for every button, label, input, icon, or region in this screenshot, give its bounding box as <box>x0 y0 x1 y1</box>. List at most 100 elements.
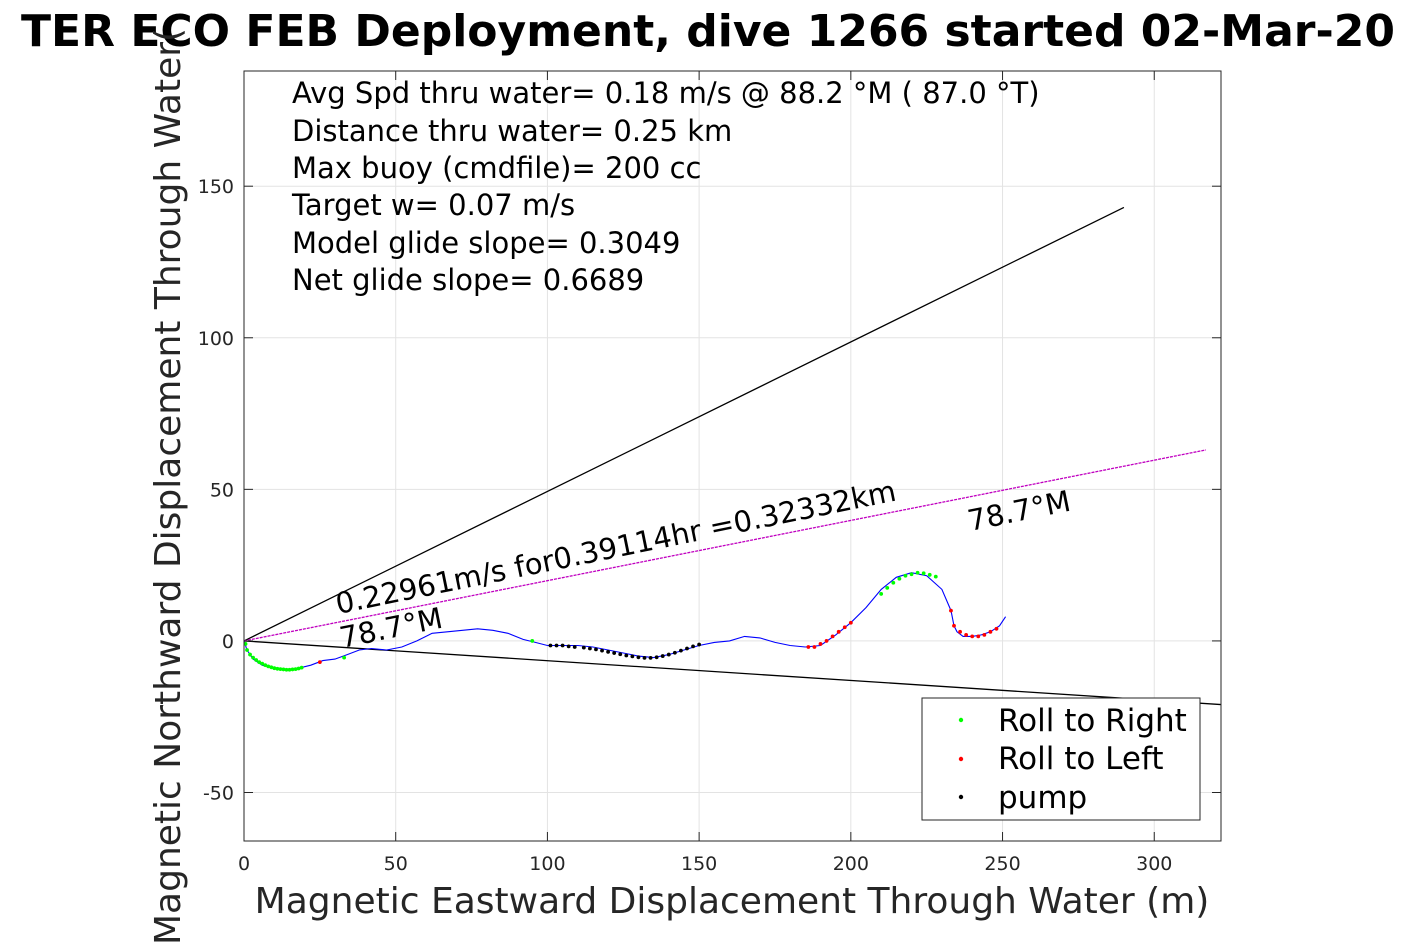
axis-ticks: 0 50 100 150 200 250 300 -50 0 50 100 150 <box>198 71 1221 875</box>
point-roll-to-left <box>848 620 853 625</box>
legend-label-roll-left: Roll to Left <box>998 741 1164 777</box>
point-roll-to-right <box>248 652 252 657</box>
point-roll-to-right <box>903 573 908 578</box>
point-roll-to-left <box>842 625 847 630</box>
point-roll-to-right <box>251 655 256 660</box>
reference-line-current <box>244 449 1206 642</box>
point-roll-to-right <box>530 639 535 643</box>
info-line-1: Avg Spd thru water= 0.18 m/s @ 88.2 °M (… <box>292 76 1040 110</box>
marker-layer <box>244 570 999 672</box>
x-tick-label: 250 <box>984 853 1020 875</box>
point-roll-to-right <box>281 667 286 672</box>
point-pump <box>648 655 653 660</box>
point-pump <box>594 647 598 652</box>
point-roll-to-right <box>257 660 262 665</box>
point-roll-to-right <box>275 666 280 671</box>
point-roll-to-left <box>988 629 993 634</box>
legend-box <box>921 697 1201 821</box>
point-roll-to-right <box>278 667 283 672</box>
y-tick-label: 150 <box>198 176 234 198</box>
point-roll-to-left <box>949 608 953 613</box>
point-pump <box>587 646 592 651</box>
point-roll-to-left <box>970 634 975 639</box>
point-pump <box>572 645 577 649</box>
point-pump <box>560 643 565 648</box>
point-pump <box>679 648 683 653</box>
x-tick-label: 150 <box>681 853 717 875</box>
point-pump <box>630 654 635 659</box>
point-roll-to-right <box>287 667 292 672</box>
point-roll-to-right <box>293 667 298 672</box>
point-roll-to-right <box>915 570 920 575</box>
track-layer <box>244 572 1007 671</box>
point-pump <box>566 644 571 649</box>
point-roll-to-right <box>342 655 347 660</box>
y-tick-label: 50 <box>210 479 234 501</box>
point-roll-to-left <box>958 629 962 634</box>
legend-marker-roll-right <box>958 717 964 723</box>
point-pump <box>697 642 702 647</box>
point-pump <box>548 643 553 648</box>
point-pump <box>581 645 586 650</box>
x-tick-label: 100 <box>529 853 565 875</box>
point-roll-to-right <box>260 661 265 666</box>
y-tick-label: 0 <box>222 631 234 653</box>
point-roll-to-right <box>290 667 295 672</box>
legend-label-pump: pump <box>998 780 1087 816</box>
point-pump <box>612 651 617 655</box>
x-tick-label: 200 <box>833 853 869 875</box>
point-roll-to-right <box>263 663 268 668</box>
point-roll-to-right <box>891 580 896 585</box>
reference-line-lower <box>244 640 1221 706</box>
point-roll-to-right <box>299 665 304 670</box>
legend-marker-pump <box>958 794 964 800</box>
chart-title: TER ECO FEB Deployment, dive 1266 starte… <box>21 6 1395 57</box>
info-line-4: Target w= 0.07 m/s <box>291 188 575 222</box>
point-pump <box>666 652 671 657</box>
point-roll-to-right <box>269 665 274 670</box>
legend: Roll to Right Roll to Left pump <box>921 697 1201 821</box>
x-tick-label: 300 <box>1136 853 1172 875</box>
point-roll-to-left <box>964 632 969 637</box>
point-roll-to-left <box>994 626 999 631</box>
point-pump <box>606 649 610 654</box>
y-tick-label: -50 <box>203 782 234 804</box>
point-roll-to-left <box>806 645 811 649</box>
y-axis-label: Magnetic Northward Displacement Through … <box>148 28 189 945</box>
x-tick-label: 0 <box>238 853 250 875</box>
point-pump <box>685 646 689 651</box>
point-roll-to-left <box>812 645 817 649</box>
track-line <box>244 572 1007 671</box>
point-pump <box>654 655 659 660</box>
x-tick-label: 50 <box>384 853 408 875</box>
point-roll-to-left <box>830 634 835 639</box>
point-roll-to-right <box>272 666 277 671</box>
point-pump <box>672 650 677 655</box>
info-line-2: Distance thru water= 0.25 km <box>292 114 732 148</box>
legend-marker-roll-left <box>958 756 964 762</box>
point-roll-to-right <box>933 574 938 579</box>
info-block: Avg Spd thru water= 0.18 m/s @ 88.2 °M (… <box>291 76 1040 297</box>
point-roll-to-right <box>244 642 248 646</box>
y-tick-label: 100 <box>198 328 234 350</box>
grid-lines <box>243 71 1221 841</box>
point-roll-to-left <box>982 632 987 637</box>
point-roll-to-right <box>879 592 884 596</box>
info-line-5: Model glide slope= 0.3049 <box>292 226 680 260</box>
legend-label-roll-right: Roll to Right <box>998 703 1187 739</box>
point-pump <box>642 655 647 660</box>
point-pump <box>618 652 623 657</box>
point-roll-to-right <box>254 658 259 662</box>
point-roll-to-left <box>818 642 823 646</box>
point-roll-to-right <box>266 664 271 669</box>
point-roll-to-left <box>836 629 841 634</box>
reference-lines <box>244 206 1221 706</box>
point-roll-to-left <box>824 639 829 643</box>
point-roll-to-right <box>885 585 890 590</box>
point-roll-to-right <box>921 571 926 576</box>
point-roll-to-right <box>897 576 902 581</box>
point-pump <box>691 644 695 649</box>
plot-border <box>243 70 1222 842</box>
info-line-3: Max buoy (cmdfile)= 200 cc <box>292 151 701 185</box>
